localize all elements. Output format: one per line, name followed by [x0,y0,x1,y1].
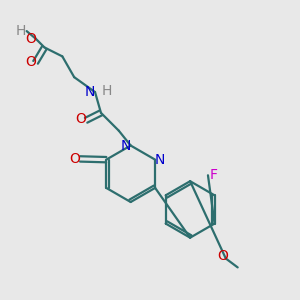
Text: O: O [25,55,36,69]
Text: O: O [218,248,228,262]
Text: H: H [102,84,112,98]
Text: N: N [154,153,165,167]
Text: F: F [209,168,217,182]
Text: O: O [75,112,86,126]
Text: N: N [85,85,95,99]
Text: N: N [121,139,131,152]
Text: H: H [16,24,26,38]
Text: O: O [69,152,80,166]
Text: O: O [25,32,36,46]
